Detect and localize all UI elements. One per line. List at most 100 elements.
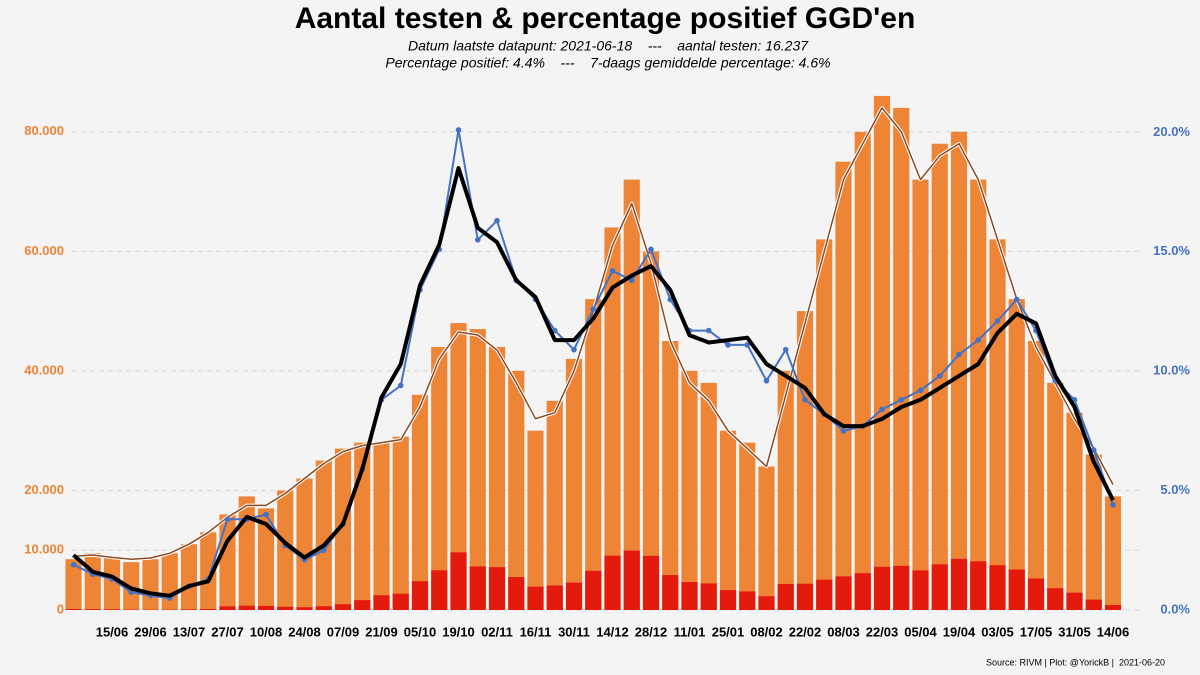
point	[590, 306, 597, 312]
bar	[334, 448, 352, 610]
bar	[103, 609, 121, 610]
x-tick-label: 19/10	[442, 624, 475, 639]
x-tick-label: 10/08	[250, 624, 283, 639]
bar	[719, 590, 737, 610]
x-tick-label: 14/06	[1097, 624, 1130, 639]
x-tick-label: 02/11	[481, 624, 513, 639]
bar	[931, 564, 948, 610]
x-tick-label: 05/04	[904, 624, 937, 639]
bar	[950, 131, 968, 610]
bar	[893, 107, 910, 610]
point	[494, 217, 500, 224]
bar	[277, 606, 294, 610]
bar	[989, 565, 1006, 610]
bar	[777, 370, 794, 610]
x-tick-label: 24/08	[288, 624, 321, 639]
bar	[758, 466, 775, 610]
bar	[315, 460, 332, 610]
bar	[912, 570, 929, 610]
point	[551, 327, 558, 334]
bar	[1047, 382, 1064, 610]
bar	[970, 179, 987, 610]
point	[705, 327, 712, 334]
bar	[565, 358, 583, 610]
chart-title: Aantal testen & percentage positief GGD'…	[295, 2, 916, 35]
point	[994, 318, 1001, 324]
bar	[912, 179, 929, 610]
bar	[565, 582, 583, 610]
bar	[1066, 412, 1083, 610]
x-tick-label: 15/06	[96, 624, 129, 639]
x-tick-label: 03/05	[981, 624, 1014, 639]
point	[936, 373, 943, 379]
bar	[739, 591, 756, 610]
bar	[373, 595, 390, 610]
bar	[623, 179, 640, 610]
y2-tick-label: 10.0%	[1153, 363, 1190, 378]
y-tick-label: 80.000	[24, 123, 64, 138]
x-tick-label: 08/02	[750, 624, 783, 639]
bar	[1027, 578, 1045, 610]
bar	[488, 346, 506, 610]
bar	[180, 544, 198, 610]
bar	[662, 575, 679, 610]
x-tick-label: 27/07	[211, 624, 244, 639]
bar	[681, 370, 698, 610]
x-tick-label: 11/01	[674, 624, 706, 639]
bar	[662, 341, 679, 610]
bar	[296, 478, 313, 610]
bar	[970, 561, 987, 610]
x-tick-label: 05/10	[404, 624, 437, 639]
bar	[161, 553, 178, 610]
bar	[816, 239, 833, 610]
bar	[642, 251, 660, 611]
point	[898, 397, 905, 403]
bar	[180, 609, 198, 610]
point	[744, 342, 751, 348]
bar	[84, 609, 101, 610]
bar	[411, 581, 429, 610]
bar	[1085, 454, 1102, 610]
point	[648, 246, 654, 253]
x-tick-label: 22/03	[866, 624, 899, 639]
bar	[1008, 299, 1025, 610]
bar	[873, 566, 891, 610]
bar	[103, 556, 121, 610]
bar	[142, 559, 159, 610]
point	[224, 516, 231, 523]
bar	[431, 346, 448, 610]
y-tick-label: 20.000	[24, 482, 64, 497]
x-tick-label: 28/12	[635, 624, 668, 639]
bar	[488, 567, 506, 610]
bar	[219, 514, 236, 610]
x-tick-label: 29/06	[134, 624, 167, 639]
x-tick-label: 16/11	[520, 624, 552, 639]
point	[782, 346, 789, 353]
bar	[200, 608, 217, 610]
y2-tick-label: 0.0%	[1160, 601, 1190, 616]
y-tick-label: 60.000	[24, 243, 64, 258]
x-tick-label: 08/03	[827, 624, 860, 639]
bar	[854, 131, 871, 610]
bar	[469, 566, 486, 610]
x-tick-label: 30/11	[558, 624, 590, 639]
point	[320, 547, 327, 554]
x-tick-label: 21/09	[365, 624, 398, 639]
plot	[65, 95, 1122, 611]
bar	[1047, 588, 1064, 610]
bar	[65, 609, 82, 610]
point	[571, 346, 577, 353]
bar	[546, 400, 563, 610]
bar	[816, 579, 833, 610]
bar	[700, 583, 717, 610]
x-tick-label: 31/05	[1058, 624, 1091, 639]
bar	[392, 593, 409, 610]
x-tick-label: 13/07	[173, 624, 206, 639]
point	[840, 428, 847, 434]
point	[763, 377, 770, 384]
x-tick-label: 07/09	[327, 624, 360, 639]
point	[70, 561, 77, 568]
source: Source: RIVM | Plot: @YorickB | 2021-06-…	[986, 657, 1165, 667]
bar	[893, 565, 910, 610]
